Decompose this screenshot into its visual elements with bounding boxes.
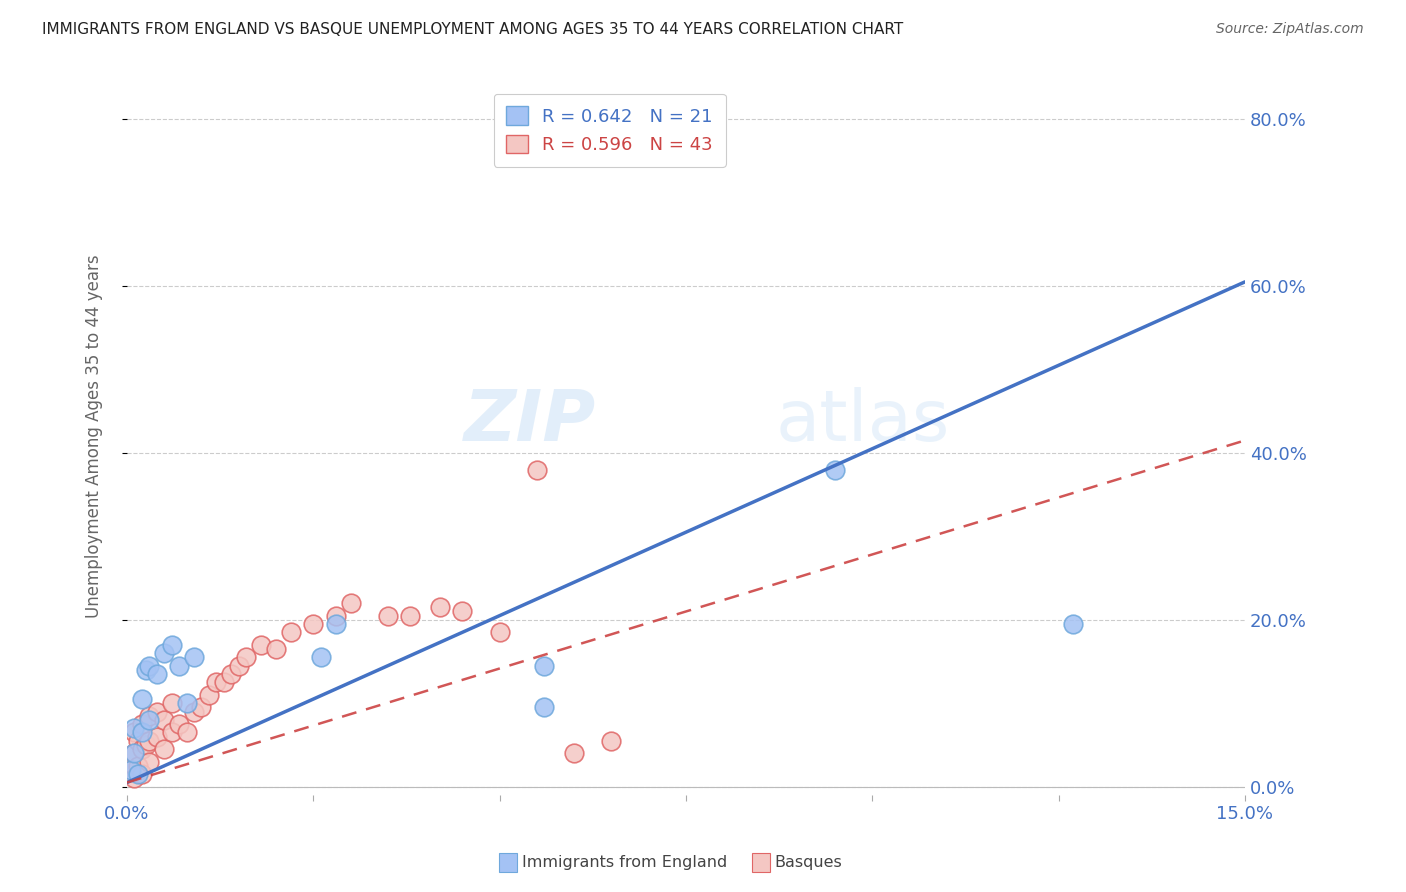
Point (124, 721, 146, 735)
Point (131, 767, 153, 781)
Point (198, 688, 221, 702)
Point (153, 713, 176, 727)
Legend: R = 0.642   N = 21, R = 0.596   N = 43: R = 0.642 N = 21, R = 0.596 N = 43 (494, 94, 725, 167)
Point (280, 625, 302, 640)
Point (302, 617, 325, 632)
Point (131, 692, 153, 706)
Text: Immigrants from England: Immigrants from England (522, 855, 727, 870)
Point (138, 755, 160, 769)
Point (183, 705, 205, 719)
Point (145, 705, 167, 719)
Point (127, 767, 149, 781)
Point (124, 747, 146, 761)
Point (488, 625, 510, 640)
Point (533, 700, 555, 714)
Point (205, 675, 228, 690)
Point (138, 713, 160, 727)
Point (160, 638, 183, 652)
Point (212, 675, 235, 690)
Text: atlas: atlas (775, 387, 949, 457)
Point (124, 772, 146, 786)
Point (562, 747, 585, 761)
Text: Basques: Basques (775, 855, 842, 870)
Point (160, 725, 183, 739)
Point (325, 617, 347, 632)
Point (526, 462, 548, 476)
Point (127, 734, 149, 748)
Point (131, 725, 153, 739)
Point (429, 600, 451, 615)
Point (176, 725, 198, 739)
Point (377, 608, 399, 623)
Point (127, 759, 149, 773)
Point (131, 742, 153, 756)
Point (339, 596, 361, 610)
Point (325, 608, 347, 623)
Point (145, 667, 167, 681)
Point (138, 708, 160, 723)
Point (228, 658, 250, 673)
Point (145, 730, 167, 744)
Point (120, 763, 142, 777)
Point (124, 747, 146, 761)
Point (309, 650, 332, 665)
Point (138, 734, 160, 748)
Point (135, 738, 157, 752)
Point (235, 650, 257, 665)
Point (153, 646, 176, 660)
Point (124, 725, 146, 739)
Point (399, 608, 422, 623)
Text: Source: ZipAtlas.com: Source: ZipAtlas.com (1216, 22, 1364, 37)
Point (600, 734, 623, 748)
Text: ZIP: ZIP (464, 387, 596, 457)
Point (533, 658, 555, 673)
Point (250, 638, 273, 652)
Point (190, 700, 212, 714)
Point (131, 717, 153, 731)
Point (160, 696, 183, 710)
Point (824, 462, 846, 476)
Point (167, 717, 190, 731)
Point (153, 742, 176, 756)
Y-axis label: Unemployment Among Ages 35 to 44 years: Unemployment Among Ages 35 to 44 years (86, 254, 103, 618)
Point (120, 763, 142, 777)
Point (176, 696, 198, 710)
Point (167, 658, 190, 673)
Point (451, 605, 474, 619)
Text: IMMIGRANTS FROM ENGLAND VS BASQUE UNEMPLOYMENT AMONG AGES 35 TO 44 YEARS CORRELA: IMMIGRANTS FROM ENGLAND VS BASQUE UNEMPL… (42, 22, 904, 37)
Point (264, 642, 287, 657)
Point (135, 663, 157, 677)
Point (183, 650, 205, 665)
Point (1062, 617, 1084, 632)
Point (219, 667, 242, 681)
Point (138, 658, 160, 673)
